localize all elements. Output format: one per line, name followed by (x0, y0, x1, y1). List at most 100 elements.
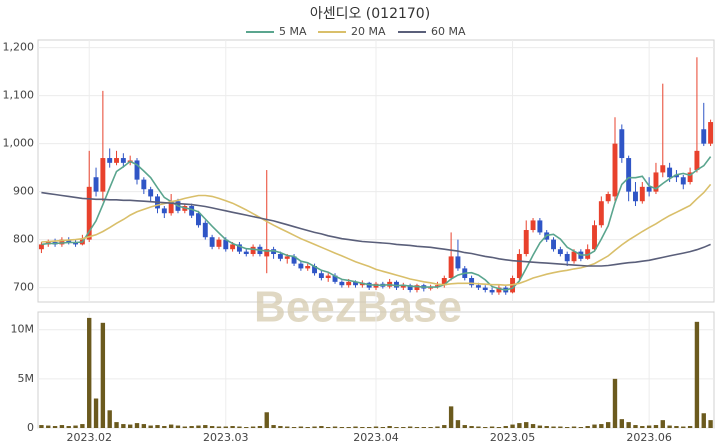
candle-body (346, 281, 352, 286)
volume-bar (537, 425, 543, 428)
volume-bar (203, 425, 208, 428)
legend-label: 5 MA (279, 25, 307, 38)
volume-bar (551, 426, 556, 428)
volume-bar (681, 426, 686, 428)
candle-body (612, 143, 618, 197)
volume-bar (667, 425, 672, 428)
volume-bar (107, 410, 112, 428)
candle-body (701, 129, 707, 144)
volume-bar (87, 317, 92, 428)
ma-line (41, 183, 712, 287)
volume-bar (435, 426, 440, 428)
volume-bar (510, 424, 515, 428)
volume-bar (469, 426, 474, 428)
volume-bar (127, 424, 133, 428)
candle-body (250, 246, 256, 255)
candle-body (639, 186, 645, 202)
y-tick-label: 0 (27, 421, 34, 434)
candle-body (209, 237, 215, 247)
volume-bar (428, 427, 433, 428)
volume-bar (93, 398, 99, 428)
candle-body (489, 290, 495, 293)
volume-bar (605, 422, 611, 428)
volume-bar (250, 426, 256, 428)
candle-body (38, 244, 44, 250)
volume-bar (339, 427, 345, 428)
volume-bar (483, 427, 488, 428)
candle-body (148, 189, 154, 197)
volume-bar (530, 424, 536, 428)
candle-body (394, 281, 399, 288)
candle-body (626, 158, 632, 192)
volume-bar (646, 425, 652, 428)
candle-body (230, 244, 236, 250)
candle-body (523, 230, 529, 255)
candle-body (134, 160, 140, 180)
candle-body (551, 239, 556, 250)
volume-bar (196, 425, 201, 428)
y-tick-label: 800 (13, 233, 34, 246)
candle-body (585, 249, 591, 259)
candle-body (557, 249, 563, 255)
candle-body (687, 172, 693, 183)
candle-body (141, 179, 147, 190)
volume-bar (278, 426, 283, 428)
ma-line (41, 191, 711, 267)
volume-bar (305, 427, 310, 428)
volume-bar (223, 426, 228, 428)
volume-bar (558, 426, 563, 428)
volume-bar (326, 427, 331, 428)
candle-body (673, 174, 679, 178)
candle-body (434, 285, 440, 287)
volume-bar (517, 423, 522, 428)
candle-body (161, 208, 167, 214)
volume-bar (653, 425, 659, 428)
volume-bar (346, 427, 351, 428)
volume-bar (442, 425, 447, 428)
candle-body (107, 158, 113, 163)
candle-body (325, 275, 331, 279)
volume-bar (380, 427, 386, 428)
candle-body (633, 191, 638, 202)
candle-body (455, 256, 461, 269)
candle-body (619, 129, 625, 159)
candle-body (653, 172, 659, 192)
candle-body (264, 249, 270, 257)
volume-bar (612, 378, 618, 428)
candle-body (216, 239, 222, 247)
volume-bar (592, 424, 597, 428)
volume-bar (319, 426, 324, 428)
volume-bar (271, 425, 276, 428)
volume-bar (353, 426, 358, 428)
volume-bar (66, 426, 71, 428)
candle-body (598, 201, 604, 226)
volume-bar (619, 419, 625, 428)
candle-body (298, 263, 304, 269)
volume-bar (414, 427, 420, 428)
y-tick-label: 1,100 (3, 89, 35, 102)
candle-body (441, 278, 447, 286)
volume-bar (148, 425, 153, 428)
y-tick-label: 5M (18, 372, 35, 385)
candle-body (469, 278, 475, 286)
volume-bar (298, 426, 304, 428)
volume-bar (401, 427, 406, 428)
volume-bar (455, 420, 461, 428)
volume-bar (489, 426, 495, 428)
y-tick-label: 700 (13, 281, 34, 294)
volume-bar (360, 427, 365, 428)
candle-body (537, 220, 543, 233)
candle-body (202, 222, 208, 238)
volume-bar (687, 426, 693, 428)
candle-body (530, 220, 536, 231)
volume-bar (394, 427, 399, 428)
volume-bar (73, 425, 78, 428)
legend-label: 60 MA (431, 25, 466, 38)
volume-bar (39, 425, 44, 428)
volume-bar (134, 423, 140, 428)
volume-bar (701, 413, 706, 428)
candle-body (93, 177, 99, 192)
candle-body (120, 158, 126, 163)
volume-bar (285, 426, 290, 428)
volume-bar (448, 406, 454, 428)
